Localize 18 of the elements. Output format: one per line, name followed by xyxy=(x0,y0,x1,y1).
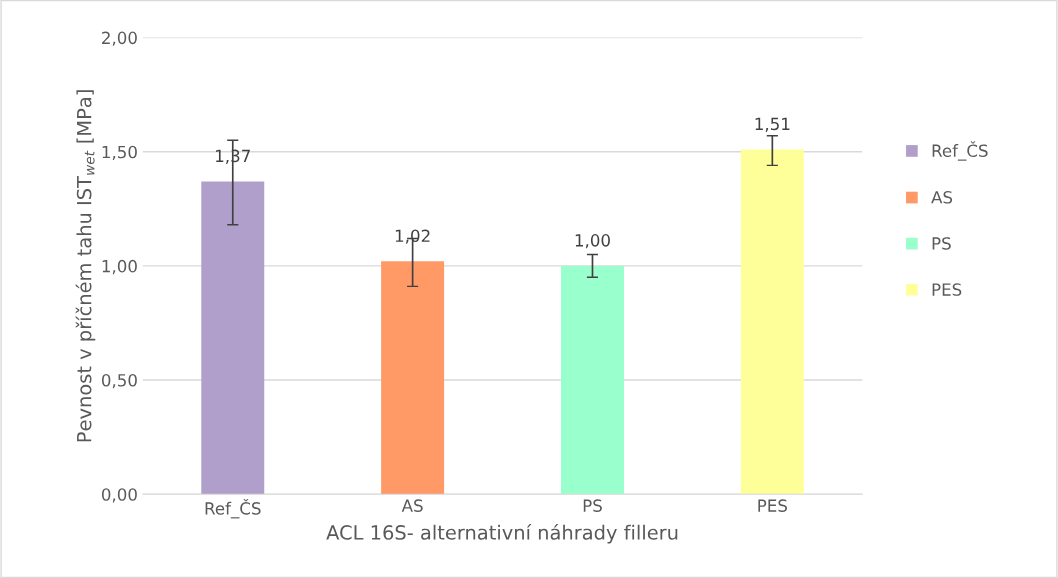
legend-label: PS xyxy=(932,237,951,250)
y-tick-label: 2,00 xyxy=(102,31,137,46)
y-tick-label: 0,50 xyxy=(101,374,137,389)
legend-label: PES xyxy=(932,283,962,296)
x-tick-label: PES xyxy=(758,499,787,512)
y-axis-title: Pevnost v příčném tahu IST$_{wet}$ [MPa] xyxy=(75,90,96,442)
x-tick-label: AS xyxy=(401,499,423,512)
legend-label: AS xyxy=(931,191,953,204)
y-tick-label: 0,00 xyxy=(101,488,137,503)
x-axis-title: ACL 16S- alternativní náhrady filleru xyxy=(326,523,678,544)
data-label: 1,51 xyxy=(755,117,790,132)
data-label: 1,02 xyxy=(395,229,430,244)
y-tick-label: 1,50 xyxy=(102,145,137,160)
data-label: 1,00 xyxy=(575,234,610,249)
y-tick-label: 1,00 xyxy=(102,259,137,275)
x-tick-label: Ref_ČS xyxy=(205,499,261,519)
x-tick-label: PS xyxy=(583,499,602,512)
legend-label: Ref_ČS xyxy=(932,141,988,161)
